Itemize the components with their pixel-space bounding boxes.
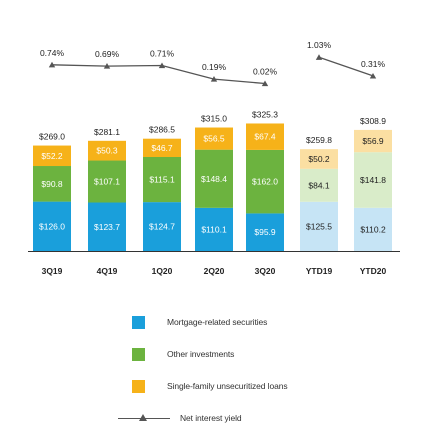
bar-label-single-family-unsecuritized-loans-3q20: $67.4 [254, 132, 276, 142]
legend-label-other-investments: Other investments [167, 349, 235, 359]
legend-swatch-mortgage-related-securities [132, 315, 145, 329]
legend-item-single-family-unsecuritized-loans: Single-family unsecuritized loans [118, 370, 418, 402]
yield-label-4q19: 0.69% [95, 49, 120, 59]
chart-legend: Mortgage-related securities Other invest… [118, 306, 418, 434]
bar-other-investments-ytd19 [300, 168, 338, 202]
x-tick-label-1q20: 1Q20 [152, 266, 173, 276]
total-label-1q20: $286.5 [149, 125, 175, 135]
legend-swatch-other-investments [132, 347, 145, 361]
bar-label-other-investments-ytd19: $84.1 [308, 180, 330, 190]
legend-label-mortgage-related-securities: Mortgage-related securities [167, 317, 268, 327]
bar-label-mortgage-related-securities-2q20: $110.1 [201, 224, 227, 234]
bar-other-investments-2q20 [195, 149, 233, 208]
legend-item-net-interest-yield: Net interest yield [118, 402, 418, 434]
bar-mortgage-related-securities-3q20 [246, 213, 284, 251]
yield-marker-3q19 [48, 61, 56, 68]
bar-label-other-investments-ytd20: $141.8 [360, 175, 386, 185]
total-label-4q19: $281.1 [94, 127, 120, 137]
bar-single-family-unsecuritized-loans-3q19 [33, 145, 71, 167]
yield-label-ytd20: 0.31% [361, 59, 386, 69]
total-label-3q19: $269.0 [39, 132, 65, 142]
yield-label-3q20: 0.02% [253, 66, 278, 76]
bar-label-single-family-unsecuritized-loans-4q19: $50.3 [96, 146, 118, 156]
bar-mortgage-related-securities-4q19 [88, 202, 126, 251]
bar-other-investments-4q19 [88, 160, 126, 203]
yield-marker-2q20 [210, 76, 218, 82]
line-triangle-marker-icon [118, 412, 170, 425]
bar-label-mortgage-related-securities-4q19: $123.7 [94, 222, 120, 232]
yield-label-ytd19: 1.03% [307, 40, 332, 50]
yield-marker-ytd20 [369, 72, 377, 79]
yield-line-segment-1 [51, 64, 266, 85]
x-tick-label-3q19: 3Q19 [42, 266, 63, 276]
bar-label-single-family-unsecuritized-loans-3q19: $52.2 [41, 151, 63, 161]
bar-label-mortgage-related-securities-1q20: $124.7 [149, 222, 175, 232]
x-tick-label-ytd19: YTD19 [306, 266, 333, 276]
bar-mortgage-related-securities-2q20 [195, 207, 233, 251]
x-tick-label-3q20: 3Q20 [255, 266, 276, 276]
total-label-3q20: $325.3 [252, 109, 278, 119]
total-label-2q20: $315.0 [201, 114, 227, 124]
yield-label-3q19: 0.74% [40, 48, 65, 58]
x-tick-label-4q19: 4Q19 [97, 266, 118, 276]
bar-label-mortgage-related-securities-ytd19: $125.5 [306, 221, 332, 231]
yield-marker-3q20 [261, 80, 269, 87]
bar-other-investments-ytd20 [354, 152, 392, 208]
legend-item-other-investments: Other investments [118, 338, 418, 370]
bar-label-other-investments-1q20: $115.1 [149, 175, 175, 185]
bar-single-family-unsecuritized-loans-2q20 [195, 127, 233, 150]
bar-label-mortgage-related-securities-ytd20: $110.2 [360, 224, 386, 234]
bar-label-other-investments-2q20: $148.4 [201, 174, 227, 184]
bar-label-mortgage-related-securities-3q20: $95.9 [254, 227, 276, 237]
bar-label-single-family-unsecuritized-loans-ytd19: $50.2 [308, 154, 330, 164]
bar-label-single-family-unsecuritized-loans-2q20: $56.5 [203, 134, 225, 144]
legend-swatch-single-family-unsecuritized-loans [132, 379, 145, 393]
total-label-ytd19: $259.8 [306, 135, 332, 145]
bar-label-single-family-unsecuritized-loans-ytd20: $56.9 [362, 136, 384, 146]
bar-single-family-unsecuritized-loans-3q20 [246, 123, 284, 150]
legend-label-single-family-unsecuritized-loans: Single-family unsecuritized loans [167, 381, 288, 391]
bar-single-family-unsecuritized-loans-4q19 [88, 140, 126, 161]
x-tick-label-2q20: 2Q20 [204, 266, 225, 276]
bar-mortgage-related-securities-ytd19 [300, 201, 338, 251]
bar-label-single-family-unsecuritized-loans-1q20: $46.7 [151, 143, 173, 153]
bar-label-other-investments-3q20: $162.0 [252, 177, 278, 187]
legend-item-mortgage-related-securities: Mortgage-related securities [118, 306, 418, 338]
yield-marker-1q20 [158, 62, 166, 69]
bar-label-other-investments-4q19: $107.1 [94, 177, 120, 187]
total-label-ytd20: $308.9 [360, 116, 386, 126]
bar-single-family-unsecuritized-loans-ytd20 [354, 129, 392, 153]
bar-single-family-unsecuritized-loans-1q20 [143, 138, 181, 157]
net-interest-income-chart: $126.0 $90.8 $52.2 $269.0 3Q19 $123.7 $107.1 $5… [28, 40, 400, 276]
yield-label-1q20: 0.71% [150, 49, 175, 59]
bar-single-family-unsecuritized-loans-ytd19 [300, 149, 338, 169]
bar-label-mortgage-related-securities-3q19: $126.0 [39, 221, 65, 231]
bar-mortgage-related-securities-1q20 [143, 202, 181, 251]
bar-mortgage-related-securities-3q19 [33, 201, 71, 251]
yield-marker-ytd19 [315, 54, 323, 60]
legend-label-net-interest-yield: Net interest yield [180, 413, 242, 423]
bar-other-investments-3q19 [33, 166, 71, 202]
bar-label-other-investments-3q19: $90.8 [41, 179, 63, 189]
yield-line-segment-2 [318, 56, 374, 77]
x-tick-label-ytd20: YTD20 [360, 266, 387, 276]
yield-marker-4q19 [103, 63, 111, 69]
bar-other-investments-1q20 [143, 156, 181, 203]
yield-label-2q20: 0.19% [202, 62, 227, 72]
bar-other-investments-3q20 [246, 149, 284, 214]
bar-mortgage-related-securities-ytd20 [354, 207, 392, 251]
